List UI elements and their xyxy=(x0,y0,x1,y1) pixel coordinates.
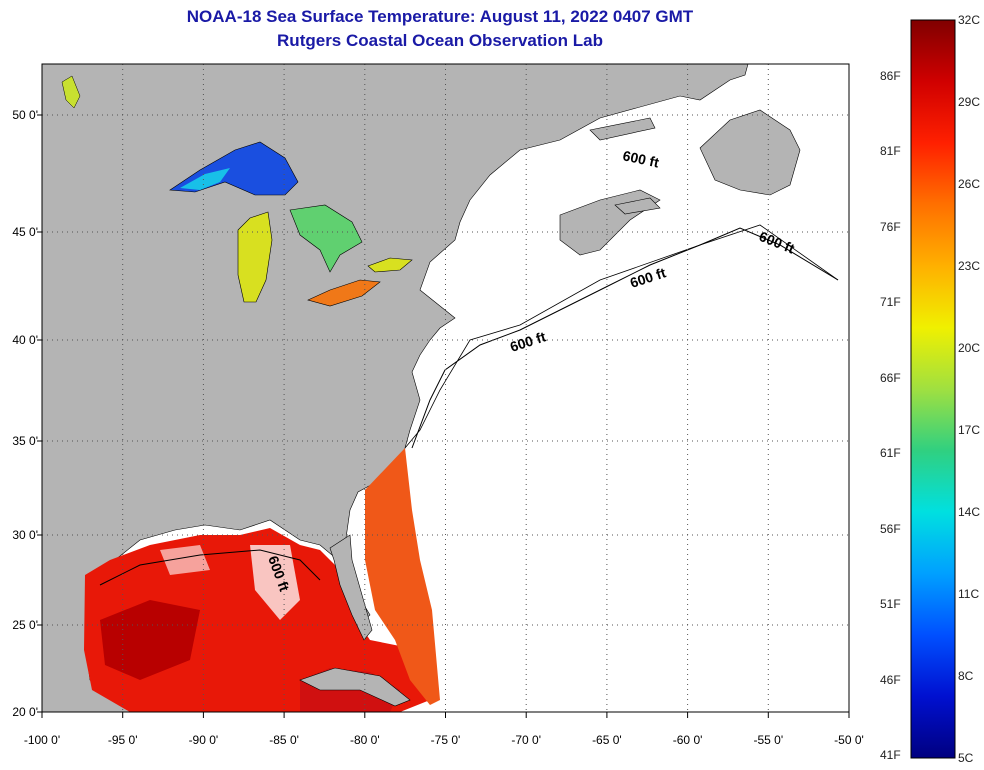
lon-tick-label: -85 0' xyxy=(269,733,299,747)
lake-superior-warm xyxy=(180,168,230,190)
colorbar-fahrenheit-label: 56F xyxy=(880,521,901,536)
colorbar-celsius-label: 5C xyxy=(958,751,974,765)
land-cuba xyxy=(299,667,411,707)
lat-tick-label: 20 0' xyxy=(12,705,38,719)
colorbar-fahrenheit-label: 76F xyxy=(880,219,901,234)
lat-tick-label: 30 0' xyxy=(12,528,38,542)
lon-tick-label: -65 0' xyxy=(592,733,622,747)
colorbar-celsius-label: 20C xyxy=(958,341,981,355)
colorbar-fahrenheit-label: 81F xyxy=(880,144,901,159)
isobath-600ft-gulf xyxy=(99,549,321,586)
sst-gulf-warm-patch xyxy=(100,600,200,680)
colorbar-celsius-label: 17C xyxy=(958,423,981,437)
map-title: NOAA-18 Sea Surface Temperature: August … xyxy=(186,7,694,26)
lon-tick-label: -100 0' xyxy=(24,733,60,747)
colorbar-celsius-label: 29C xyxy=(958,95,981,109)
continental-shelf xyxy=(404,224,839,449)
lat-tick-label: 35 0' xyxy=(12,434,38,448)
land-florida xyxy=(329,534,373,641)
lon-tick-label: -50 0' xyxy=(834,733,864,747)
isobath-600ft xyxy=(411,227,839,449)
lat-tick-label: 25 0' xyxy=(12,618,38,632)
lon-tick-label: -90 0' xyxy=(189,733,219,747)
colorbar xyxy=(910,19,956,759)
colorbar-celsius-label: 23C xyxy=(958,259,981,273)
land-newfoundland xyxy=(699,109,801,196)
sst-gulf-cloud xyxy=(250,545,300,620)
sst-gulf-cloud-2 xyxy=(160,545,210,575)
colorbar-fahrenheit-label: 71F xyxy=(880,295,901,310)
colorbar-fahrenheit-label: 51F xyxy=(880,597,901,612)
isobath-label-1: 600 ft xyxy=(621,147,660,170)
colorbar-fahrenheit-label: 46F xyxy=(880,672,901,687)
longitude-axis: -100 0' -95 0' -90 0' -85 0' -80 0' -75 0' -70… xyxy=(24,712,864,747)
colorbar-celsius-label: 14C xyxy=(958,505,981,519)
lake-north-small xyxy=(61,75,81,109)
colorbar-celsius-label: 32C xyxy=(958,13,981,27)
lat-tick-label: 40 0' xyxy=(12,333,38,347)
colorbar-fahrenheit-label: 41F xyxy=(880,748,901,762)
lon-tick-label: -95 0' xyxy=(108,733,138,747)
land-pei xyxy=(614,197,661,215)
graticule xyxy=(42,64,849,712)
latitude-axis: 50 0' 45 0' 40 0' 35 0' 30 0' 25 0' 20 0' xyxy=(12,108,42,719)
lon-tick-label: -70 0' xyxy=(511,733,541,747)
lake-huron xyxy=(289,204,363,273)
lat-tick-label: 50 0' xyxy=(12,108,38,122)
map-subtitle: Rutgers Coastal Ocean Observation Lab xyxy=(277,31,603,50)
lake-erie xyxy=(307,279,381,307)
lon-tick-label: -75 0' xyxy=(431,733,461,747)
colorbar-fahrenheit-label: 61F xyxy=(880,446,901,461)
lon-tick-label: -60 0' xyxy=(673,733,703,747)
colorbar-celsius-label: 8C xyxy=(958,669,974,683)
sst-atlantic-swath xyxy=(365,448,440,705)
colorbar-fahrenheit-label: 86F xyxy=(880,69,901,83)
lon-tick-label: -55 0' xyxy=(753,733,783,747)
colorbar-celsius-label: 11C xyxy=(958,587,980,601)
lon-tick-label: -80 0' xyxy=(350,733,380,747)
lake-ontario xyxy=(367,257,413,273)
land-anticosti xyxy=(589,117,656,141)
colorbar-fahrenheit-label: 66F xyxy=(880,370,901,385)
lat-tick-label: 45 0' xyxy=(12,225,38,239)
colorbar-celsius-label: 26C xyxy=(958,177,981,191)
lake-michigan xyxy=(237,211,273,303)
